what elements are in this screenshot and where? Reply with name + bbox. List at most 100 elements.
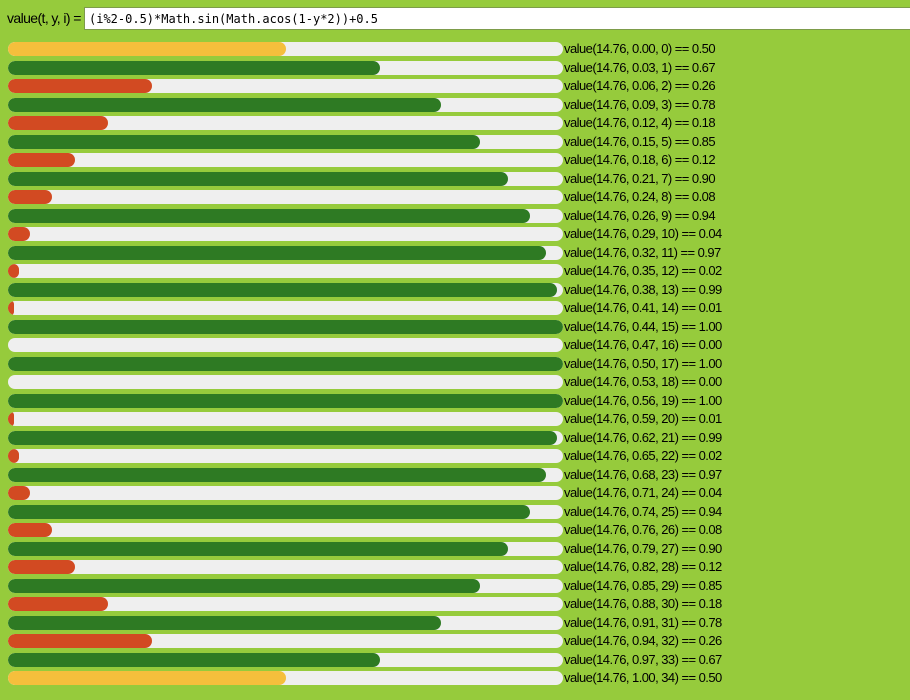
value-row: value(14.76, 0.26, 9) == 0.94 xyxy=(0,207,910,225)
value-row: value(14.76, 0.97, 33) == 0.67 xyxy=(0,651,910,669)
value-row: value(14.76, 0.62, 21) == 0.99 xyxy=(0,429,910,447)
value-row: value(14.76, 0.35, 12) == 0.02 xyxy=(0,262,910,280)
value-bar-track xyxy=(8,652,563,667)
value-bar-fill xyxy=(8,523,53,537)
value-bar-track xyxy=(8,264,563,278)
value-row-label: value(14.76, 0.15, 5) == 0.85 xyxy=(564,133,716,149)
value-bar-fill xyxy=(8,652,380,667)
expression-input[interactable] xyxy=(84,7,910,30)
value-bar-track xyxy=(8,301,563,315)
value-row-label: value(14.76, 0.12, 4) == 0.18 xyxy=(564,115,716,130)
value-row: value(14.76, 0.15, 5) == 0.85 xyxy=(0,133,910,151)
value-row: value(14.76, 0.32, 11) == 0.97 xyxy=(0,244,910,262)
value-row-label: value(14.76, 0.41, 14) == 0.01 xyxy=(564,300,722,315)
value-bar-fill xyxy=(8,615,441,630)
value-bar-fill xyxy=(8,301,14,315)
value-row-label: value(14.76, 0.29, 10) == 0.04 xyxy=(564,226,722,241)
value-row-label: value(14.76, 0.65, 22) == 0.02 xyxy=(564,448,722,463)
value-row: value(14.76, 0.50, 17) == 1.00 xyxy=(0,355,910,373)
value-bar-track xyxy=(8,60,563,75)
value-bar-track xyxy=(8,671,563,685)
value-bar-track xyxy=(8,449,563,463)
value-row-label: value(14.76, 0.38, 13) == 0.99 xyxy=(564,281,722,297)
value-row-label: value(14.76, 0.50, 17) == 1.00 xyxy=(564,355,722,371)
function-signature-label: value(t, y, i) = xyxy=(7,10,81,26)
value-bar-fill xyxy=(8,282,558,297)
value-bar-track xyxy=(8,597,563,611)
value-row-label: value(14.76, 0.56, 19) == 1.00 xyxy=(564,392,722,408)
value-bar-fill xyxy=(8,393,563,408)
value-row: value(14.76, 0.94, 32) == 0.26 xyxy=(0,632,910,650)
value-row: value(14.76, 0.74, 25) == 0.94 xyxy=(0,503,910,521)
value-bar-track xyxy=(8,467,563,482)
value-bar-fill xyxy=(8,560,75,574)
value-bar-track xyxy=(8,356,563,371)
value-row: value(14.76, 0.44, 15) == 1.00 xyxy=(0,318,910,336)
value-row: value(14.76, 0.09, 3) == 0.78 xyxy=(0,96,910,114)
value-bar-track xyxy=(8,541,563,556)
value-bar-fill xyxy=(8,60,380,75)
value-row: value(14.76, 0.24, 8) == 0.08 xyxy=(0,188,910,206)
value-bar-fill xyxy=(8,578,480,593)
value-row-label: value(14.76, 0.85, 29) == 0.85 xyxy=(564,577,722,593)
value-bar-track xyxy=(8,208,563,223)
value-bar-track xyxy=(8,412,563,426)
value-bar-fill xyxy=(8,634,153,648)
value-row: value(14.76, 0.21, 7) == 0.90 xyxy=(0,170,910,188)
value-bar-fill xyxy=(8,467,547,482)
value-bar-track xyxy=(8,171,563,186)
value-row-label: value(14.76, 0.06, 2) == 0.26 xyxy=(564,78,716,93)
value-row: value(14.76, 0.68, 23) == 0.97 xyxy=(0,466,910,484)
value-row: value(14.76, 0.00, 0) == 0.50 xyxy=(0,40,910,58)
value-bar-track xyxy=(8,523,563,537)
value-bar-track xyxy=(8,79,563,93)
value-bar-fill xyxy=(8,227,31,241)
value-row: value(14.76, 0.41, 14) == 0.01 xyxy=(0,299,910,317)
value-bar-track xyxy=(8,615,563,630)
value-row-label: value(14.76, 0.88, 30) == 0.18 xyxy=(564,596,722,611)
value-row-label: value(14.76, 0.44, 15) == 1.00 xyxy=(564,318,722,334)
value-bar-fill xyxy=(8,245,547,260)
value-row: value(14.76, 0.47, 16) == 0.00 xyxy=(0,336,910,354)
value-bar-fill xyxy=(8,671,286,685)
value-row-label: value(14.76, 0.79, 27) == 0.90 xyxy=(564,540,722,556)
value-row: value(14.76, 0.65, 22) == 0.02 xyxy=(0,447,910,465)
value-bar-fill xyxy=(8,208,530,223)
value-bar-track xyxy=(8,227,563,241)
value-bar-fill xyxy=(8,504,530,519)
value-row-label: value(14.76, 1.00, 34) == 0.50 xyxy=(564,670,722,685)
value-row-label: value(14.76, 0.47, 16) == 0.00 xyxy=(564,337,722,352)
value-row-label: value(14.76, 0.21, 7) == 0.90 xyxy=(564,170,716,186)
value-row-label: value(14.76, 0.26, 9) == 0.94 xyxy=(564,207,716,223)
value-row: value(14.76, 0.03, 1) == 0.67 xyxy=(0,59,910,77)
value-bar-fill xyxy=(8,541,508,556)
value-row-label: value(14.76, 0.62, 21) == 0.99 xyxy=(564,429,722,445)
value-row: value(14.76, 0.18, 6) == 0.12 xyxy=(0,151,910,169)
value-row-label: value(14.76, 0.35, 12) == 0.02 xyxy=(564,263,722,278)
value-row-label: value(14.76, 0.71, 24) == 0.04 xyxy=(564,485,722,500)
value-row-label: value(14.76, 0.03, 1) == 0.67 xyxy=(564,59,716,75)
value-bar-track xyxy=(8,116,563,130)
value-row-label: value(14.76, 0.32, 11) == 0.97 xyxy=(564,244,721,260)
value-row: value(14.76, 0.56, 19) == 1.00 xyxy=(0,392,910,410)
value-bar-fill xyxy=(8,134,480,149)
value-row: value(14.76, 0.71, 24) == 0.04 xyxy=(0,484,910,502)
value-bar-track xyxy=(8,153,563,167)
value-bar-fill xyxy=(8,153,75,167)
value-bar-fill xyxy=(8,412,14,426)
value-bar-track xyxy=(8,282,563,297)
value-row-label: value(14.76, 0.74, 25) == 0.94 xyxy=(564,503,722,519)
value-row-label: value(14.76, 0.97, 33) == 0.67 xyxy=(564,651,722,667)
value-row: value(14.76, 0.85, 29) == 0.85 xyxy=(0,577,910,595)
value-bar-fill xyxy=(8,449,20,463)
value-bar-fill xyxy=(8,42,286,56)
value-bar-fill xyxy=(8,171,508,186)
value-row-label: value(14.76, 0.18, 6) == 0.12 xyxy=(564,152,716,167)
value-row: value(14.76, 0.53, 18) == 0.00 xyxy=(0,373,910,391)
value-bar-track xyxy=(8,375,563,389)
value-row-label: value(14.76, 0.82, 28) == 0.12 xyxy=(564,559,722,574)
value-row: value(14.76, 0.91, 31) == 0.78 xyxy=(0,614,910,632)
value-row-label: value(14.76, 0.53, 18) == 0.00 xyxy=(564,374,722,389)
value-bar-track xyxy=(8,97,563,112)
value-row: value(14.76, 1.00, 34) == 0.50 xyxy=(0,669,910,687)
